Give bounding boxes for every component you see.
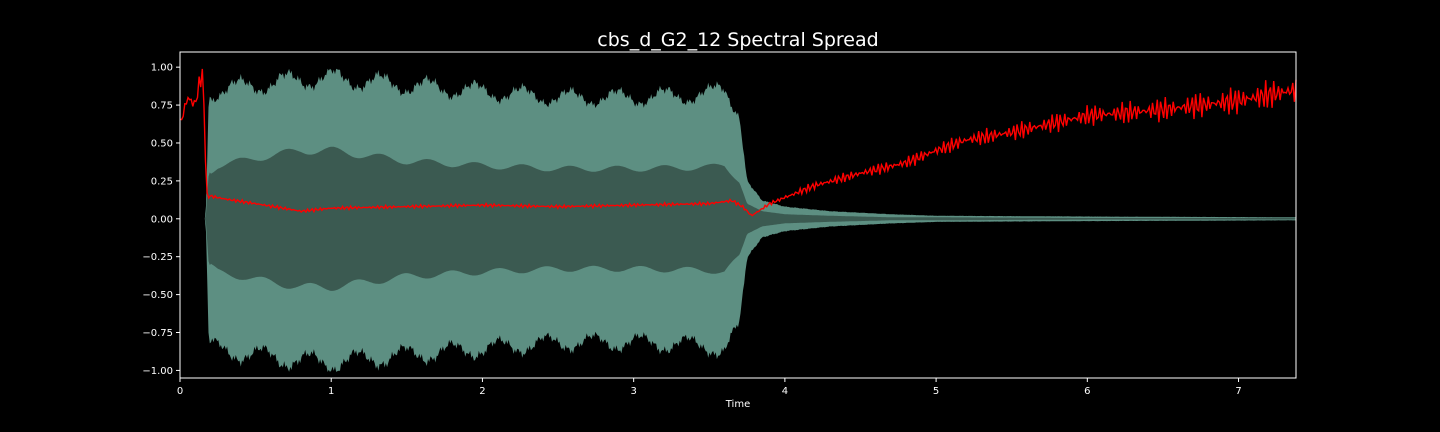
x-tick-label: 6 (1084, 386, 1090, 397)
spectral-spread-line (179, 68, 1297, 217)
waveform-envelope-inner (180, 146, 1296, 291)
y-tick-label: 0.00 (151, 214, 173, 225)
x-tick-label: 2 (479, 386, 485, 397)
plot-frame (179, 51, 1297, 379)
x-tick-label: 5 (933, 386, 939, 397)
y-tick-label: −0.50 (142, 290, 173, 301)
y-tick-label: −0.75 (142, 328, 173, 339)
x-axis-label: Time (725, 399, 750, 410)
y-tick-label: 0.50 (151, 138, 173, 149)
y-tick-label: 1.00 (151, 63, 173, 74)
x-tick-label: 1 (328, 386, 334, 397)
x-tick-label: 0 (177, 386, 183, 397)
chart-title: cbs_d_G2_12 Spectral Spread (597, 29, 878, 51)
y-tick-label: 0.25 (151, 176, 173, 187)
y-tick-label: −1.00 (142, 366, 173, 377)
x-axis: 0 1 2 3 4 5 6 7 (177, 378, 1242, 397)
y-tick-label: 0.75 (151, 101, 173, 112)
plot-area (179, 68, 1297, 372)
y-tick-label: −0.25 (142, 252, 173, 263)
x-tick-label: 4 (782, 386, 788, 397)
x-tick-label: 3 (630, 386, 636, 397)
y-axis: 1.00 0.75 0.50 0.25 0.00 −0.25 −0.50 −0.75 −1.00 (142, 63, 180, 377)
x-tick-label: 7 (1235, 386, 1241, 397)
